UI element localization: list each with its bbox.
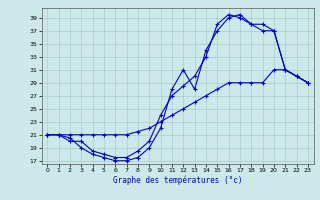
X-axis label: Graphe des températures (°c): Graphe des températures (°c)	[113, 176, 242, 185]
